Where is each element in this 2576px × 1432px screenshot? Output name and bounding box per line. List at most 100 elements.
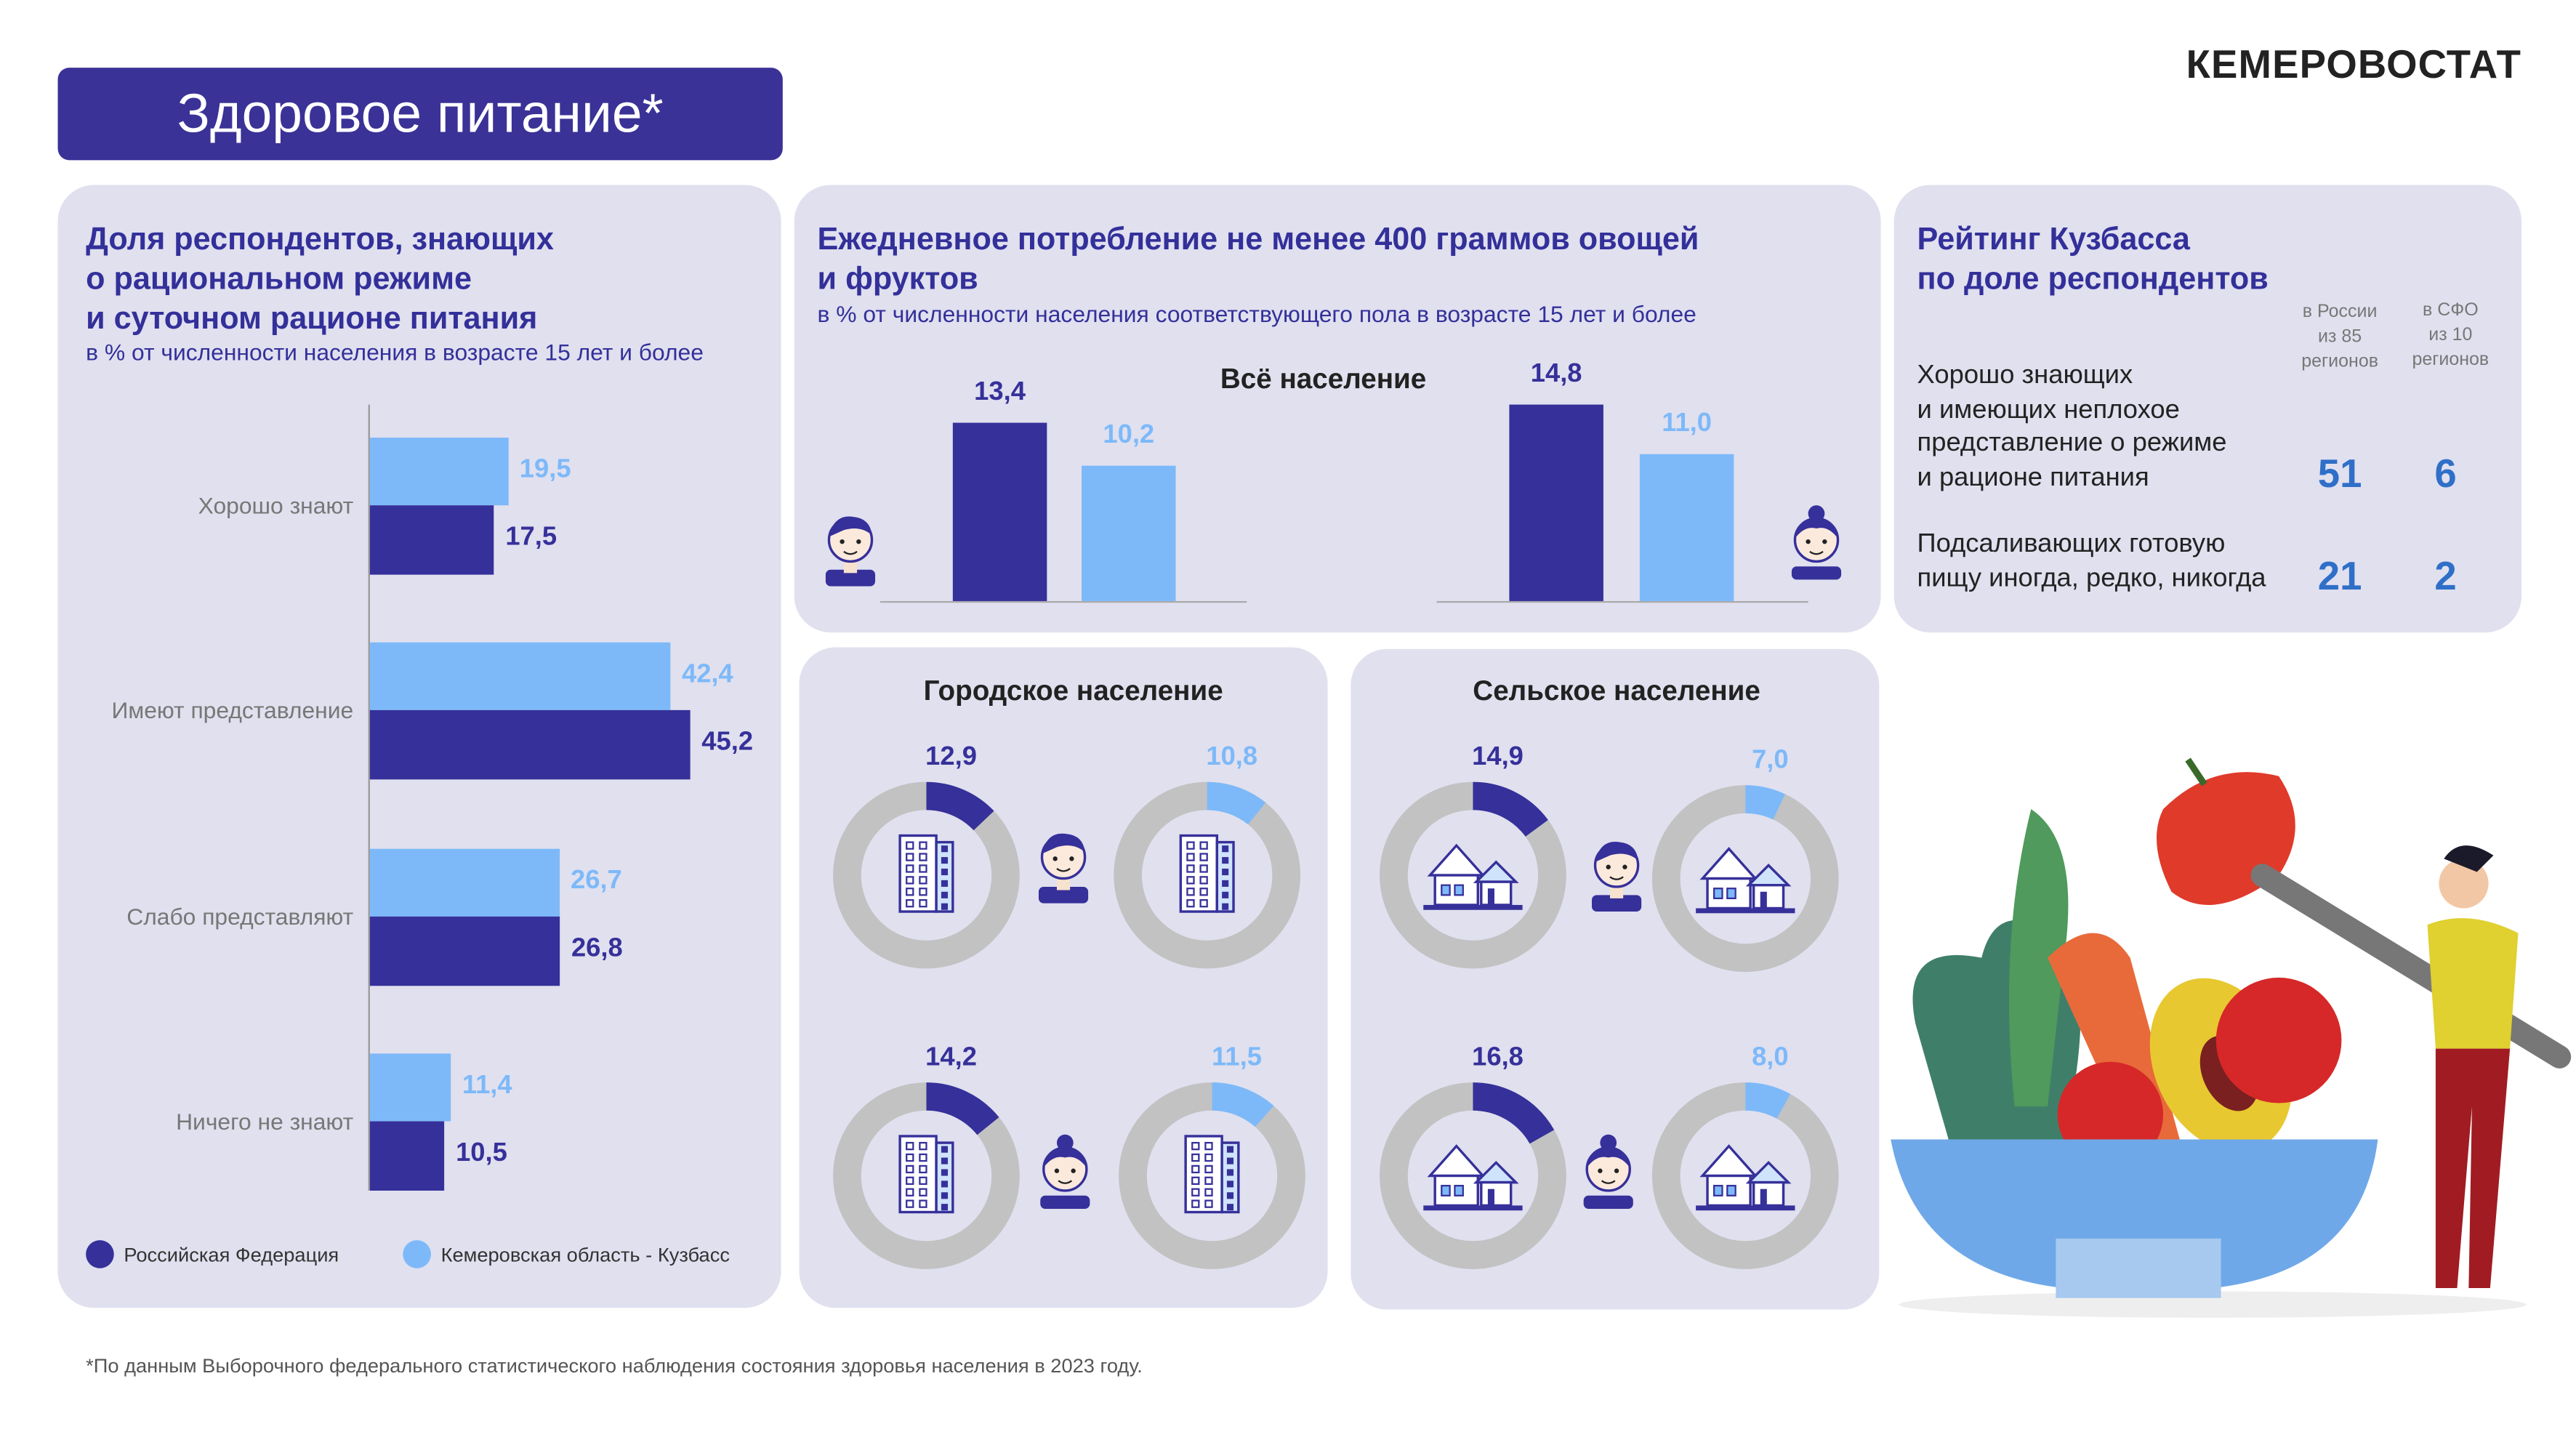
label-line: представление о режиме (1917, 429, 2227, 458)
donut-kuzbass (1119, 1082, 1305, 1269)
footnote: *По данным Выборочного федерального стат… (86, 1353, 1143, 1377)
donut-arc (833, 1082, 1020, 1269)
value-label-kuzbass: 8,0 (1752, 1043, 1789, 1072)
bar-kuzbass (369, 643, 671, 711)
value-label-kuzbass: 19,5 (519, 456, 571, 484)
value-label-rf: 17,5 (505, 523, 558, 552)
category-label: Ничего не знают (176, 1108, 354, 1135)
value-label-kuzbass: 10,8 (1206, 743, 1258, 771)
lettuce-icon (1912, 809, 2081, 1140)
donut-rf (1380, 781, 1566, 969)
woman-icon (1577, 1133, 1640, 1220)
donut-arc (1114, 781, 1301, 969)
consumption-title: Ежедневное потребление не менее 400 грам… (818, 221, 1699, 300)
bar-rf (369, 1121, 445, 1191)
donut-kuzbass (1651, 785, 1839, 972)
ranking-row-label: Подсаливающих готовую пищу иногда, редко… (1917, 528, 2266, 596)
apartment-building-icon (1184, 1135, 1240, 1214)
donut-rf (833, 1082, 1020, 1269)
page-title: Здоровое питание* (57, 68, 783, 161)
label-line: Хорошо знающих (1917, 361, 2133, 390)
donut-arc (1119, 1082, 1305, 1269)
donut-kuzbass (1651, 1082, 1839, 1269)
donut-arc (1380, 781, 1566, 969)
rank-russia-value: 21 (2317, 555, 2362, 600)
value-label-rf: 14,2 (925, 1043, 977, 1072)
man-icon (821, 510, 880, 598)
consumption-subtitle: в % от численности населения соответству… (817, 300, 1696, 327)
value-label-kuzbass: 26,7 (570, 866, 622, 895)
header-line: из 10 (2428, 325, 2473, 345)
value-label-kuzbass: 42,4 (682, 661, 733, 690)
rank-sfo-value: 6 (2434, 452, 2457, 497)
village-houses-icon (1696, 847, 1795, 914)
title-line: и фруктов (817, 262, 978, 297)
man-icon (1034, 827, 1093, 914)
all-population-label: Всё население (1220, 363, 1427, 395)
donut-arc (833, 781, 1020, 969)
label-line: и рационе питания (1917, 463, 2149, 491)
title-line: о рациональном режиме (86, 262, 472, 297)
header-line: из 85 (2318, 326, 2362, 347)
donut-arc (1651, 785, 1839, 972)
legend-swatch-kuzbass (403, 1240, 431, 1268)
legend-item-kuzbass: Кемеровская область - Кузбасс (403, 1240, 730, 1268)
awareness-subtitle: в % от численности населения в возрасте … (86, 338, 704, 366)
value-label-kuzbass: 10,2 (1103, 421, 1155, 449)
value-label-rf: 14,9 (1472, 743, 1524, 771)
bar-rf (369, 505, 494, 575)
header-line: в СФО (2422, 300, 2479, 321)
category-label: Имеют представление (111, 697, 354, 724)
bar-rf (1509, 404, 1603, 601)
rank-sfo-value: 2 (2434, 555, 2457, 600)
label-line: и имеющих неплохое (1917, 395, 2180, 424)
bar-kuzbass (369, 1053, 451, 1122)
category-label: Слабо представляют (126, 902, 354, 930)
ranking-row-label: Хорошо знающих и имеющих неплохое предст… (1917, 360, 2227, 495)
category-label: Хорошо знают (198, 491, 354, 519)
value-label-rf: 45,2 (701, 728, 754, 757)
bar-axis (368, 404, 370, 1191)
donut-kuzbass (1114, 781, 1301, 969)
awareness-title: Доля респондентов, знающих о рационально… (86, 221, 554, 340)
value-label-kuzbass: 11,4 (462, 1071, 512, 1100)
legend-swatch-rf (86, 1240, 114, 1268)
donut-rf (833, 781, 1020, 969)
value-label-rf: 13,4 (974, 378, 1026, 407)
bar-rf (369, 710, 691, 780)
bar-rf (369, 915, 560, 986)
value-label-kuzbass: 11,0 (1662, 410, 1712, 439)
baseline-women (1436, 600, 1808, 603)
column-header-sfo: в СФО из 10 регионов (2393, 299, 2508, 373)
legend-label: Кемеровская область - Кузбасс (440, 1242, 730, 1266)
rural-title: Сельское население (1473, 675, 1760, 707)
woman-icon (1785, 504, 1848, 591)
woman-figure-icon (2427, 845, 2519, 1289)
header-line: регионов (2412, 350, 2490, 370)
donut-rf (1380, 1082, 1566, 1269)
woman-icon (1034, 1133, 1096, 1220)
baseline-men (880, 600, 1247, 603)
bar-kuzbass (1639, 454, 1734, 601)
rank-russia-value: 51 (2317, 452, 2362, 497)
bar-rf (952, 422, 1047, 601)
value-label-rf: 10,5 (456, 1139, 507, 1167)
value-label-kuzbass: 7,0 (1752, 746, 1789, 775)
logo: КЕМЕРОВОСТАТ (2186, 43, 2522, 88)
donut-arc (1651, 1082, 1839, 1269)
title-line: по доле респондентов (1917, 262, 2269, 297)
value-label-rf: 14,8 (1530, 359, 1582, 388)
value-label-rf: 26,8 (571, 933, 623, 962)
village-houses-icon (1423, 1144, 1523, 1211)
title-line: Доля респондентов, знающих (86, 222, 554, 258)
value-label-rf: 12,9 (925, 743, 977, 771)
label-line: Подсаливающих готовую (1917, 530, 2226, 558)
donut-arc (1380, 1082, 1566, 1269)
bar-kuzbass (1082, 465, 1176, 601)
ranking-panel (1893, 185, 2522, 633)
apartment-building-icon (898, 1135, 954, 1214)
column-header-russia: в России из 85 регионов (2282, 300, 2398, 374)
bowl-icon (1891, 1139, 2378, 1298)
urban-title: Городское население (923, 675, 1223, 707)
